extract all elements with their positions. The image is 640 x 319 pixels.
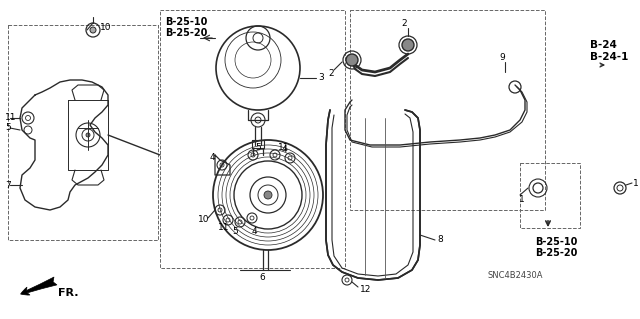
Text: 7: 7 — [5, 181, 11, 189]
Text: 4: 4 — [282, 145, 287, 154]
Text: 3: 3 — [318, 73, 324, 83]
Text: 11: 11 — [278, 144, 289, 152]
Text: 4: 4 — [252, 227, 258, 236]
Circle shape — [86, 133, 90, 137]
Text: 12: 12 — [360, 286, 371, 294]
Text: 10: 10 — [100, 24, 111, 33]
Text: 11: 11 — [218, 224, 230, 233]
Bar — [520, 163, 580, 228]
Text: SNC4B2430A: SNC4B2430A — [488, 271, 543, 280]
Text: 6: 6 — [259, 273, 265, 283]
Text: B-25-20: B-25-20 — [165, 28, 207, 38]
Text: 9: 9 — [499, 54, 505, 63]
Circle shape — [402, 39, 414, 51]
Text: 5: 5 — [255, 144, 260, 152]
Text: 10: 10 — [198, 216, 209, 225]
Text: 1: 1 — [519, 196, 525, 204]
Text: B-25-10: B-25-10 — [535, 237, 577, 247]
Text: B-24-1: B-24-1 — [590, 52, 628, 62]
Text: 2: 2 — [328, 69, 333, 78]
Text: FR.: FR. — [58, 288, 79, 298]
Circle shape — [90, 27, 96, 33]
Text: B-24: B-24 — [590, 40, 617, 50]
Bar — [160, 10, 345, 268]
Text: B-25-20: B-25-20 — [535, 248, 577, 258]
Text: 8: 8 — [437, 235, 443, 244]
Circle shape — [346, 54, 358, 66]
Text: 11: 11 — [5, 114, 17, 122]
Bar — [350, 10, 545, 210]
Text: 5: 5 — [232, 227, 237, 236]
Text: B-25-10: B-25-10 — [165, 17, 207, 27]
Text: 5: 5 — [5, 123, 11, 132]
Circle shape — [264, 191, 272, 199]
Text: 2: 2 — [401, 19, 407, 28]
Text: 4: 4 — [210, 152, 216, 161]
Text: 1: 1 — [633, 179, 639, 188]
Bar — [8, 25, 158, 240]
